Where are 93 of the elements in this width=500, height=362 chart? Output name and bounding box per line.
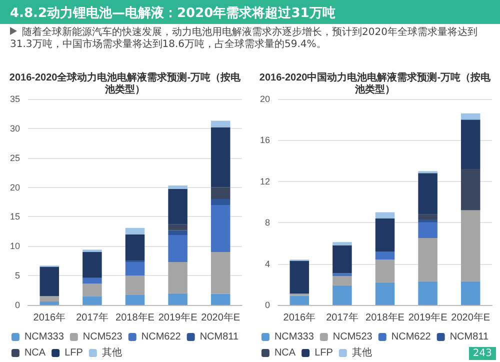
bar xyxy=(210,294,230,305)
y-tick-label: 20 xyxy=(10,182,20,192)
x-tick-label: 2020年E xyxy=(451,312,490,324)
bar xyxy=(82,252,102,278)
y-tick-label: 0 xyxy=(264,300,270,310)
bar xyxy=(460,113,480,120)
legend-label: NCM333 xyxy=(24,332,64,342)
bar xyxy=(418,281,438,305)
bar xyxy=(418,214,438,220)
bar xyxy=(168,293,188,305)
legend-label: NCM811 xyxy=(200,332,239,342)
bar xyxy=(290,260,310,294)
bar xyxy=(375,218,395,252)
y-tick-label: 0 xyxy=(14,300,20,310)
bar xyxy=(375,212,395,218)
bar xyxy=(210,187,230,200)
bar xyxy=(332,285,352,305)
legend-label: NCA xyxy=(24,348,46,358)
x-tick-label: 2019年E xyxy=(158,312,198,324)
bar xyxy=(40,301,60,305)
bar xyxy=(375,260,395,282)
y-tick-label: 5 xyxy=(14,270,20,281)
y-tick-label: 12 xyxy=(260,176,270,186)
bar xyxy=(168,189,188,224)
legend-label: LFP xyxy=(314,348,334,358)
legend-label: LFP xyxy=(64,348,84,358)
bar xyxy=(418,222,438,238)
bar xyxy=(332,245,352,274)
text: 243 xyxy=(468,347,496,360)
bar xyxy=(460,210,480,282)
x-tick-label: 2018年E xyxy=(116,312,155,324)
chart-title: 2016-2020中国动力电池电解液需求预测-万吨（按电池类型） xyxy=(259,72,492,96)
bar xyxy=(210,252,230,294)
bar xyxy=(210,204,230,252)
legend-label: NCM523 xyxy=(82,332,123,342)
chart-title: 2016-2020全球动力电池电解液需求预测-万吨（按电池类型） xyxy=(9,72,242,96)
legend-label: NCM622 xyxy=(391,332,432,342)
x-tick-label: 2016年 xyxy=(33,312,66,324)
bar xyxy=(460,169,480,210)
bar xyxy=(125,234,145,261)
bar xyxy=(418,173,438,214)
bar xyxy=(82,284,102,296)
bar xyxy=(210,120,230,128)
bar xyxy=(168,234,188,262)
bar xyxy=(125,294,145,305)
bar xyxy=(460,281,480,305)
x-tick-label: 2017年 xyxy=(326,312,358,324)
bar xyxy=(418,238,438,282)
bar xyxy=(40,296,60,302)
bar xyxy=(210,127,230,188)
bar xyxy=(125,228,145,234)
y-tick-label: 25 xyxy=(10,152,20,163)
legend-label: NCM523 xyxy=(332,332,373,342)
legend-label: NCA xyxy=(274,348,296,358)
bar xyxy=(168,262,188,294)
legend-label: 其他 xyxy=(352,346,372,358)
y-tick-label: 16 xyxy=(260,135,270,146)
y-tick-label: 20 xyxy=(260,94,270,104)
bar xyxy=(82,250,102,252)
bar xyxy=(332,242,352,246)
legend-label: NCM811 xyxy=(450,332,489,342)
bar xyxy=(290,296,310,305)
y-tick-label: 15 xyxy=(10,212,20,222)
y-tick-label: 30 xyxy=(10,123,20,134)
y-tick-label: 10 xyxy=(10,241,20,252)
bar xyxy=(460,120,480,170)
bar xyxy=(210,199,230,205)
legend-label: 其他 xyxy=(102,346,122,358)
x-tick-label: 2017年 xyxy=(76,312,108,324)
y-tick-label: 35 xyxy=(10,94,20,104)
bar xyxy=(332,273,352,276)
bar xyxy=(40,266,60,296)
x-tick-label: 2018年E xyxy=(366,312,405,324)
bar xyxy=(418,220,438,223)
legend-label: NCM622 xyxy=(141,332,182,342)
bar xyxy=(375,282,395,305)
x-tick-label: 2016年 xyxy=(283,312,316,324)
x-tick-label: 2020年E xyxy=(201,312,240,324)
bar xyxy=(332,276,352,286)
bar xyxy=(125,262,145,276)
bar xyxy=(125,276,145,295)
text: 随着全球新能源汽车的快速发展，动力电池用电解液需求亦逐步增长，预计到2020年全球需求量将达到31.3万吨，中国市场需求量将达到18.6万吨，占全球需求量的59.4%。 xyxy=(9,26,478,52)
bar xyxy=(168,230,188,235)
bar xyxy=(375,251,395,260)
x-tick-label: 2019年E xyxy=(408,312,448,324)
bar xyxy=(82,278,102,284)
text: 4.8.2动力锂电池—电解液：2020年需求将超过31万吨 xyxy=(0,0,500,24)
bar xyxy=(168,224,188,230)
legend-label: NCM333 xyxy=(274,332,314,342)
bar xyxy=(168,186,188,190)
y-tick-label: 8 xyxy=(264,218,270,228)
y-tick-label: 4 xyxy=(264,258,270,269)
bar xyxy=(82,296,102,305)
